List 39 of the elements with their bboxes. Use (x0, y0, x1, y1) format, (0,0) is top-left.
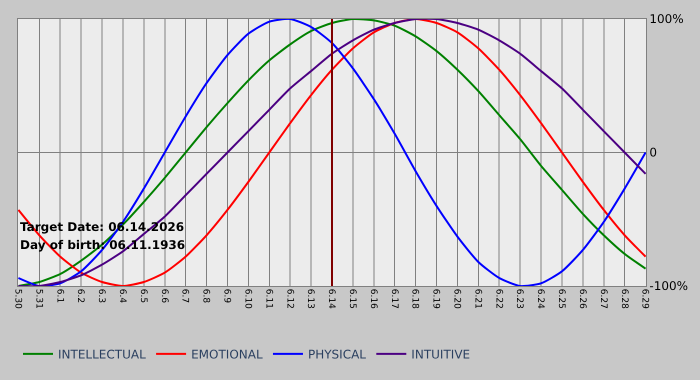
x-tick-label: 6.12 (284, 288, 294, 309)
x-tick-label: 6.29 (640, 288, 650, 310)
y-tick-label: -100% (649, 279, 688, 294)
x-tick-label: 6.5 (138, 288, 148, 304)
x-tick-label: 6.3 (96, 288, 106, 304)
x-tick-label: 6.13 (305, 288, 316, 309)
legend-label: PHYSICAL (308, 348, 366, 362)
x-tick-label: 6.7 (180, 288, 190, 304)
x-tick-label: 6.9 (222, 288, 232, 304)
x-tick-label: 5.30 (12, 288, 22, 310)
x-tick-label: 6.21 (472, 288, 482, 309)
x-tick-label: 6.17 (388, 288, 399, 309)
line-series (18, 19, 646, 286)
y-tick-label: 0 (649, 146, 658, 160)
x-tick-label: 6.28 (618, 288, 629, 310)
x-tick-label: 6.26 (576, 288, 587, 310)
x-tick-label: 6.4 (117, 288, 128, 304)
x-tick-label: 5.31 (33, 288, 44, 309)
x-tick-label: 6.11 (263, 288, 274, 309)
x-tick-label: 6.25 (556, 288, 566, 309)
x-tick-label: 6.2 (75, 288, 86, 304)
x-tick-label: 6.14 (326, 288, 336, 310)
x-tick-label: 6.20 (452, 288, 462, 310)
legend-label: EMOTIONAL (191, 348, 263, 362)
x-tick-label: 6.6 (158, 288, 169, 304)
y-tick-label: 100% (649, 12, 684, 26)
x-tick-label: 6.15 (346, 288, 357, 309)
x-tick-label: 6.16 (368, 288, 378, 310)
legend-label: INTELLECTUAL (58, 348, 146, 362)
x-tick-label: 6.1 (54, 288, 64, 304)
x-tick-label: 6.23 (514, 288, 524, 309)
x-tick-label: 6.24 (535, 288, 546, 310)
x-tick-label: 6.10 (242, 288, 252, 310)
x-tick-label: 6.22 (493, 288, 504, 309)
x-tick-label: 6.8 (200, 288, 211, 304)
legend-label: INTUITIVE (411, 348, 470, 362)
x-tick-label: 6.27 (598, 288, 608, 309)
x-tick-label: 6.19 (430, 288, 441, 310)
x-tick-label: 6.18 (410, 288, 420, 310)
